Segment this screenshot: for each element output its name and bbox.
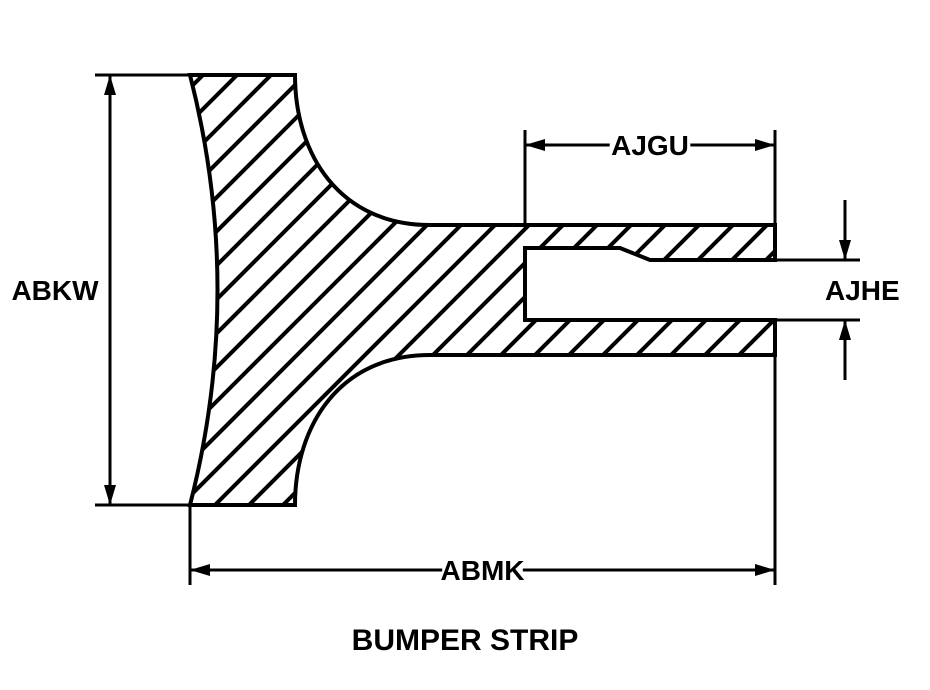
label-abmk: ABMK [441, 555, 525, 586]
dimension-abmk: ABMK [190, 355, 775, 587]
dimension-abkw: ABKW [11, 75, 190, 505]
label-ajgu: AJGU [611, 130, 689, 161]
label-ajhe: AJHE [825, 275, 900, 306]
dimension-ajgu: AJGU [525, 130, 775, 225]
bumper-strip-diagram: ABKW ABMK AJGU AJHE BUMPER STRIP [0, 0, 930, 690]
diagram-title: BUMPER STRIP [352, 624, 579, 657]
label-abkw: ABKW [11, 275, 99, 306]
dimension-ajhe: AJHE [775, 200, 900, 380]
cross-section-hatching [140, 0, 930, 690]
